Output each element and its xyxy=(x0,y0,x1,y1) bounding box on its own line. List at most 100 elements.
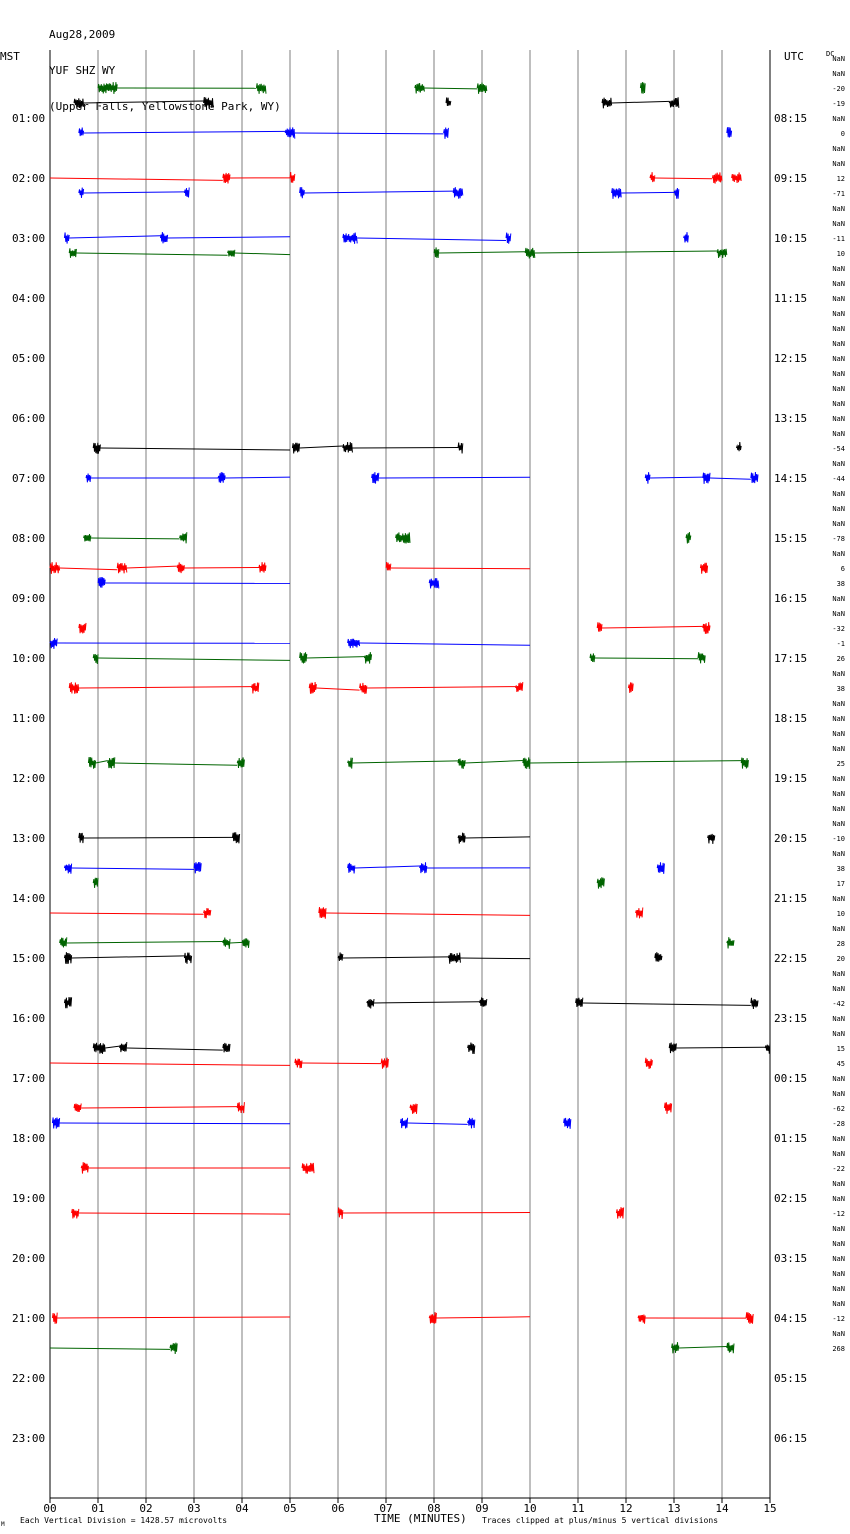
trace-event xyxy=(522,757,531,769)
trace-event xyxy=(299,187,305,199)
dc-offset-value: NaN xyxy=(832,1300,845,1308)
trace-segment xyxy=(49,1062,291,1066)
hour-label-mst: 19:00 xyxy=(12,1192,45,1205)
x-tick-label: 14 xyxy=(715,1502,729,1515)
trace-event xyxy=(63,952,73,965)
dc-offset-value: NaN xyxy=(832,775,845,783)
trace-event xyxy=(601,97,613,109)
hour-label-utc: 14:15 xyxy=(774,472,807,485)
trace-event xyxy=(414,82,425,94)
dc-offset-value: NaN xyxy=(832,700,845,708)
trace-event xyxy=(97,82,118,94)
trace-event xyxy=(222,937,231,949)
dc-offset-value: NaN xyxy=(832,160,845,168)
trace-event xyxy=(236,1102,245,1114)
trace-event xyxy=(409,1103,418,1114)
hour-label-mst: 09:00 xyxy=(12,592,45,605)
hour-label-utc: 03:15 xyxy=(774,1252,807,1265)
trace-event xyxy=(726,937,735,949)
trace-event xyxy=(366,998,375,1009)
trace-event xyxy=(80,1162,89,1174)
trace-row-32 xyxy=(83,532,692,544)
hour-label-utc: 02:15 xyxy=(774,1192,807,1205)
dc-offset-value: NaN xyxy=(832,385,845,393)
dc-offset-value: -1 xyxy=(837,640,845,648)
trace-segment xyxy=(649,476,703,479)
dc-offset-value: 15 xyxy=(837,1045,845,1053)
dc-offset-value: NaN xyxy=(832,265,845,273)
dc-offset-value: NaN xyxy=(832,220,845,228)
trace-event xyxy=(596,877,605,889)
trace-row-66 xyxy=(92,1041,771,1055)
trace-event xyxy=(637,1314,646,1324)
trace-row-40 xyxy=(92,652,706,665)
hour-label-mst: 17:00 xyxy=(12,1072,45,1085)
hour-label-mst: 13:00 xyxy=(12,832,45,845)
trace-row-12 xyxy=(63,232,689,244)
dc-offset-value: NaN xyxy=(832,1225,845,1233)
trace-event xyxy=(217,472,226,483)
trace-event xyxy=(702,472,711,484)
trace-row-71 xyxy=(51,1117,572,1129)
trace-event xyxy=(71,1208,80,1219)
trace-event xyxy=(443,127,449,139)
trace-segment xyxy=(95,760,108,764)
dc-offset-value: 38 xyxy=(837,865,845,873)
hour-label-utc: 22:15 xyxy=(774,952,807,965)
trace-segment xyxy=(229,941,243,944)
hour-label-utc: 09:15 xyxy=(774,172,807,185)
dc-offset-value: NaN xyxy=(832,970,845,978)
dc-offset-value: NaN xyxy=(832,400,845,408)
hour-label-utc: 17:15 xyxy=(774,652,807,665)
hour-label-mst: 15:00 xyxy=(12,952,45,965)
dc-offset-value: NaN xyxy=(832,595,845,603)
trace-row-77 xyxy=(71,1207,625,1220)
hour-label-mst: 02:00 xyxy=(12,172,45,185)
trace-event xyxy=(639,82,646,94)
trace-segment xyxy=(105,1045,120,1049)
x-tick-label: 12 xyxy=(619,1502,632,1515)
dc-offset-value: NaN xyxy=(832,1135,845,1143)
dc-offset-value: NaN xyxy=(832,1090,845,1098)
trace-event xyxy=(457,832,466,844)
dc-offset-value: -54 xyxy=(832,445,845,453)
trace-event xyxy=(750,997,759,1010)
trace-event xyxy=(291,442,301,454)
dc-offset-value: 10 xyxy=(837,910,845,918)
trace-segment xyxy=(83,836,233,839)
dc-offset-value: NaN xyxy=(832,895,845,903)
dc-offset-value: NaN xyxy=(832,205,845,213)
trace-segment xyxy=(100,447,291,451)
dc-offset-value: -28 xyxy=(832,1120,845,1128)
dc-offset-value: 26 xyxy=(837,655,845,663)
trace-event xyxy=(289,171,296,183)
trace-segment xyxy=(81,1106,238,1109)
dc-offset-value: NaN xyxy=(832,295,845,303)
trace-event xyxy=(92,654,99,665)
dc-offset-value: -71 xyxy=(832,190,845,198)
trace-segment xyxy=(66,940,223,944)
trace-event xyxy=(49,637,58,649)
trace-event xyxy=(380,1057,389,1069)
right-axis-title: UTC xyxy=(784,50,804,63)
dc-offset-value: NaN xyxy=(832,1030,845,1038)
footer-corner-mark: M xyxy=(1,1521,5,1528)
trace-row-55 xyxy=(92,877,605,889)
x-tick-label: 10 xyxy=(523,1502,536,1515)
trace-event xyxy=(716,248,728,259)
trace-segment xyxy=(304,190,454,194)
trace-event xyxy=(711,172,723,184)
dc-offset-value: -12 xyxy=(832,1210,845,1218)
dc-offset-value: NaN xyxy=(832,745,845,753)
dc-offset-value: NaN xyxy=(832,415,845,423)
dc-offset-value: NaN xyxy=(832,850,845,858)
dc-offset-value: NaN xyxy=(832,340,845,348)
hour-label-mst: 05:00 xyxy=(12,352,45,365)
dc-offset-value: -78 xyxy=(832,535,845,543)
dc-offset-value: 38 xyxy=(837,580,845,588)
trace-segment xyxy=(126,565,178,569)
trace-event xyxy=(644,472,651,484)
trace-segment xyxy=(78,1212,291,1215)
trace-segment xyxy=(306,656,365,659)
